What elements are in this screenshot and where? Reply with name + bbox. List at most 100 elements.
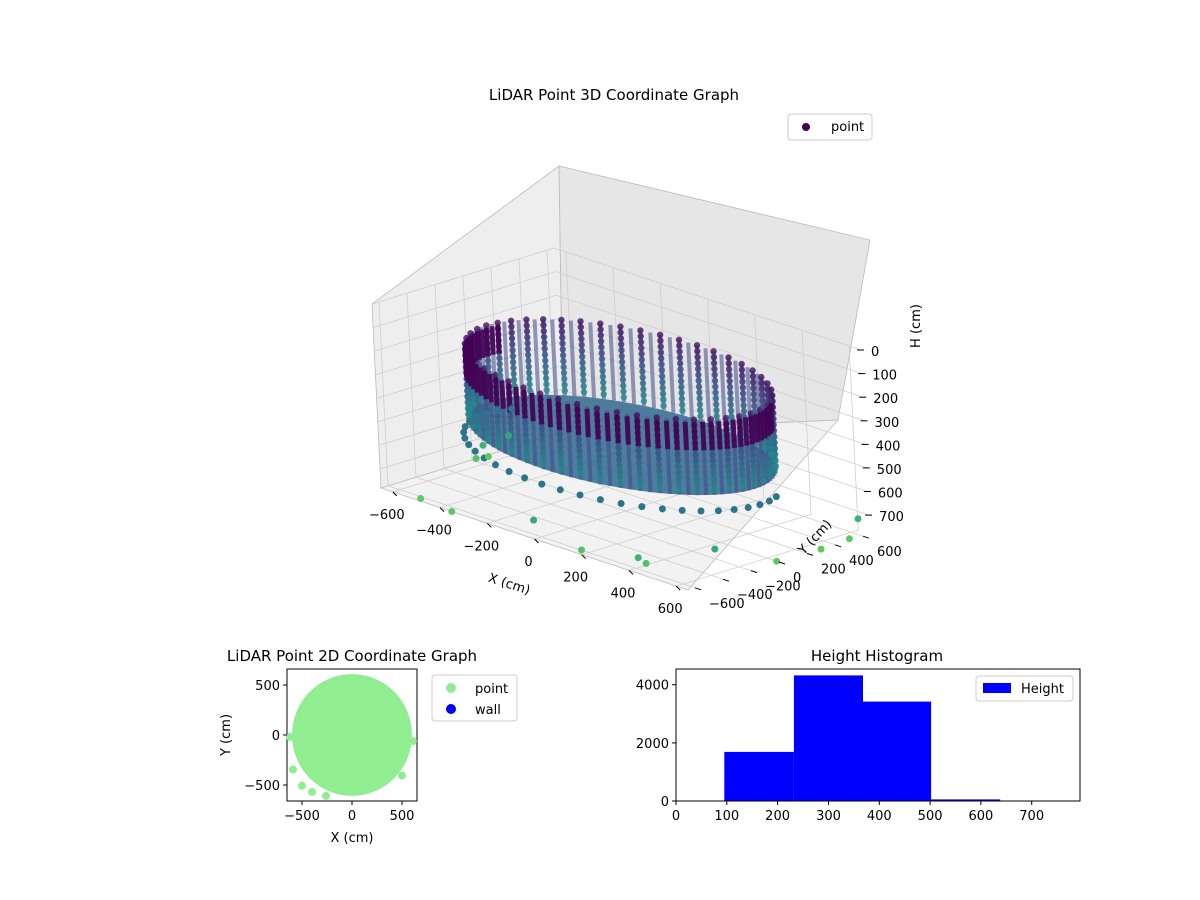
surface-point (508, 335, 516, 342)
surface-point (635, 447, 642, 454)
grid-line-3d (557, 318, 865, 422)
surface-point (656, 331, 664, 338)
surface-point (505, 378, 512, 385)
cylinder-front-stroke (753, 413, 760, 443)
y-tick-label-3d: −200 (765, 580, 801, 595)
surface-point (523, 443, 530, 450)
surface-point (759, 459, 766, 467)
surface-point (709, 457, 716, 464)
surface-point (655, 455, 662, 463)
surface-point (758, 379, 765, 387)
surface-point (580, 383, 587, 390)
surface-point (559, 334, 566, 341)
cylinder-front-stroke (477, 367, 484, 396)
histogram-bar (724, 751, 794, 801)
lower-ring-point (538, 480, 546, 488)
surface-point (739, 372, 746, 379)
y-tick-mark-3d (694, 587, 702, 591)
surface-point (674, 451, 681, 458)
legend-hist-swatch (983, 683, 1011, 693)
histogram-x-ticks: 0 100 200 300 400 500 600 700 (672, 801, 1044, 824)
surface-point (759, 397, 766, 404)
lower-ring-point (460, 428, 468, 436)
cylinder-front-stroke (700, 421, 707, 451)
surface-point (750, 475, 758, 482)
cylinder-front-stroke (768, 403, 775, 432)
surface-point (539, 431, 546, 439)
cylinder-front-stroke (574, 406, 582, 435)
legend-hist-label: Height (1021, 682, 1064, 697)
cylinder-front-stroke (634, 417, 641, 447)
surface-point (599, 373, 607, 380)
surface-point (764, 386, 771, 393)
surface-point (739, 483, 747, 491)
surface-point (484, 424, 491, 431)
lower-ring-point (744, 504, 752, 511)
surface-point (679, 407, 686, 414)
cylinder-front-stroke (546, 398, 553, 428)
surface-point (660, 402, 667, 409)
histogram-bars (724, 675, 1001, 801)
x-tick-label-3d: 0 (524, 555, 532, 570)
surface-point (496, 366, 504, 374)
surface-point (679, 401, 686, 408)
surface-point (678, 395, 686, 402)
x-axis-label-2d: X (cm) (331, 831, 374, 846)
surface-point (749, 373, 757, 380)
surface-point (693, 469, 700, 476)
surface-point (510, 364, 517, 372)
surface-point (636, 471, 643, 478)
surface-point (725, 462, 732, 469)
surface-point (656, 473, 663, 480)
surface-point (615, 444, 622, 451)
surface-point (618, 358, 626, 366)
surface-point (675, 468, 682, 476)
surface-point (750, 390, 757, 398)
surface-point (660, 396, 667, 403)
legend-2d-label-point: point (475, 682, 508, 697)
surface-point (539, 443, 546, 450)
cylinder-front-stroke (565, 403, 572, 433)
outlier-point-3d (417, 495, 425, 502)
surface-point (693, 475, 700, 482)
surface-point (693, 481, 701, 488)
surface-point (540, 455, 547, 462)
surface-point (494, 418, 501, 426)
surface-point (470, 394, 477, 402)
surface-point (727, 389, 734, 397)
surface-point (593, 405, 600, 412)
surface-point (509, 353, 517, 360)
surface-point (559, 340, 566, 347)
surface-point (751, 481, 758, 488)
cylinder-back-stroke (532, 319, 541, 395)
y-tick-label-3d: 0 (793, 571, 801, 586)
surface-point (750, 469, 757, 476)
surface-point (600, 379, 607, 386)
surface-point (575, 442, 583, 449)
outlier-point-3d (530, 516, 538, 524)
surface-point (766, 473, 774, 480)
surface-point (738, 448, 745, 455)
grid-line-3d (415, 476, 724, 580)
cylinder-front-stroke (737, 418, 744, 447)
surface-point (690, 416, 698, 423)
surface-point (597, 338, 605, 345)
surface-point (579, 353, 586, 360)
surface-point (577, 329, 585, 337)
surface-point (475, 423, 483, 430)
surface-point (476, 429, 483, 436)
surface-point (767, 439, 774, 446)
grid-line-3d (374, 294, 557, 352)
surface-point (639, 380, 647, 387)
surface-point (659, 378, 666, 386)
surface-point (710, 475, 717, 482)
surface-point (771, 457, 778, 464)
surface-point (713, 413, 720, 420)
cylinder-front-stroke (471, 333, 478, 362)
surface-point (578, 347, 586, 354)
legend-2d: point wall (431, 674, 518, 722)
surface-point (758, 373, 765, 381)
y-tick-label-3d: 200 (821, 562, 846, 577)
lower-ring-point (556, 486, 564, 494)
